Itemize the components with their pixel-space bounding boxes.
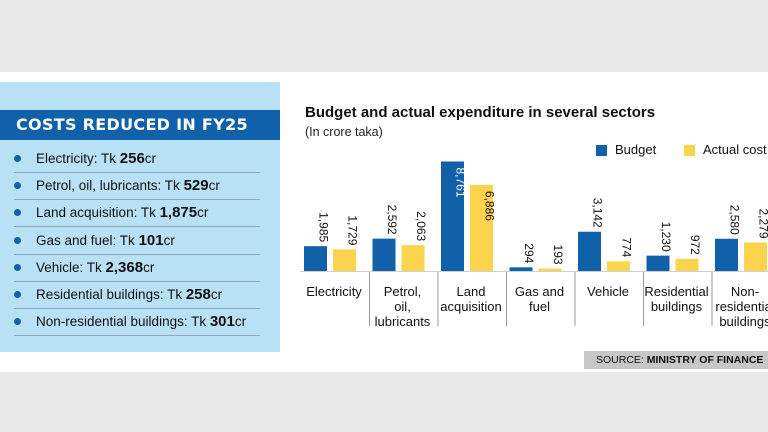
category-label: Electricity — [306, 284, 362, 299]
cost-item: Residential buildings: Tk 258cr — [14, 282, 260, 309]
cost-item: Gas and fuel: Tk 101cr — [14, 228, 260, 255]
bar-budget — [578, 231, 601, 271]
cost-item-label: Gas and fuel: Tk — [36, 232, 139, 248]
bar-budget — [715, 238, 738, 271]
data-label-budget: 2,580 — [728, 205, 742, 235]
category-label: Residential buildings — [644, 284, 709, 314]
bar-budget — [646, 255, 670, 271]
cost-item-label: Residential buildings: Tk — [36, 287, 186, 302]
data-label-actual: 2,063 — [414, 211, 428, 241]
data-label-actual: 774 — [620, 237, 634, 257]
bar-actual — [538, 268, 562, 271]
data-label-actual: 193 — [551, 245, 565, 265]
category-label: Gas and fuel — [514, 284, 565, 314]
cost-item-unit: cr — [163, 232, 175, 248]
cost-item-unit: cr — [143, 259, 155, 275]
bullet-icon — [14, 182, 21, 190]
legend-label-actual: Actual cost — [703, 142, 767, 157]
bullet-icon — [14, 236, 21, 244]
bar-actual — [607, 261, 630, 271]
cost-item-value: 101 — [138, 231, 164, 249]
bar-actual — [333, 249, 356, 271]
data-label-budget: 294 — [522, 243, 536, 263]
cost-item-value: 529 — [183, 177, 209, 195]
source-name: MINISTRY OF FINANCE — [646, 354, 764, 366]
cost-item-unit: cr — [208, 178, 220, 194]
cost-item: Petrol, oil, lubricants: Tk 529cr — [14, 173, 260, 201]
category-label: Land acquisition — [440, 284, 502, 314]
cost-item-unit: cr — [197, 205, 209, 221]
cost-item-value: 2,368 — [105, 258, 144, 276]
cost-item: Vehicle: Tk 2,368cr — [14, 255, 260, 282]
cost-item: Land acquisition: Tk 1,875cr — [14, 200, 260, 228]
cost-item-value: 1,875 — [159, 204, 198, 222]
cost-item-unit: cr — [234, 314, 247, 330]
bar-actual — [470, 184, 493, 271]
data-label-actual: 2,279 — [757, 208, 768, 238]
bar-actual — [401, 245, 425, 271]
data-label-budget: 3,142 — [591, 198, 605, 228]
source-credit: SOURCE: MINISTRY OF FINANCE — [584, 351, 768, 369]
side-panel: COSTS REDUCED IN FY25 Electricity: Tk 25… — [0, 82, 280, 352]
cost-item-label: Land acquisition: Tk — [36, 205, 160, 221]
cost-item-label: Petrol, oil, lubricants: Tk — [36, 178, 184, 194]
cost-item-label: Non-residential buildings: Tk — [36, 314, 210, 330]
bar-actual — [675, 258, 699, 271]
side-panel-title: COSTS REDUCED IN FY25 — [0, 110, 280, 140]
legend-swatch-actual — [684, 145, 695, 156]
category-label: Petrol, oil, lubricants — [374, 284, 431, 329]
data-label-budget: 1,230 — [659, 222, 673, 252]
bar-budget — [509, 267, 533, 271]
cost-item-unit: cr — [144, 151, 157, 166]
legend-label-budget: Budget — [615, 142, 657, 157]
data-label-budget: 8,761 — [454, 167, 468, 197]
cost-item-value: 256 — [119, 150, 145, 167]
bar-budget — [372, 238, 396, 271]
bullet-icon — [14, 318, 21, 326]
legend-swatch-budget — [596, 145, 607, 156]
chart-subtitle: (In crore taka) — [305, 125, 383, 139]
data-label-actual: 1,729 — [346, 215, 360, 245]
bullet-icon — [14, 263, 21, 271]
cost-item: Non-residential buildings: Tk 301cr — [14, 309, 260, 337]
cost-item-label: Vehicle: Tk — [36, 259, 106, 275]
bar-budget — [441, 161, 464, 271]
source-prefix: SOURCE: — [596, 354, 647, 366]
cost-item-label: Electricity: Tk — [36, 151, 120, 166]
cost-item-value: 301 — [209, 313, 235, 331]
bullet-icon — [14, 290, 21, 298]
bullet-icon — [14, 154, 21, 162]
bar-budget — [304, 246, 327, 271]
cost-item-value: 258 — [185, 286, 211, 303]
bar-actual — [744, 242, 767, 271]
bullet-icon — [14, 209, 21, 217]
cost-item-unit: cr — [210, 287, 223, 302]
data-label-budget: 1,985 — [317, 212, 331, 242]
data-label-budget: 2,592 — [385, 205, 399, 235]
category-label: Vehicle — [587, 284, 629, 299]
data-label-actual: 972 — [688, 235, 702, 255]
cost-item: Electricity: Tk 256cr — [14, 146, 260, 173]
chart-title: Budget and actual expenditure in several… — [305, 104, 656, 121]
data-label-actual: 6,886 — [483, 191, 497, 221]
